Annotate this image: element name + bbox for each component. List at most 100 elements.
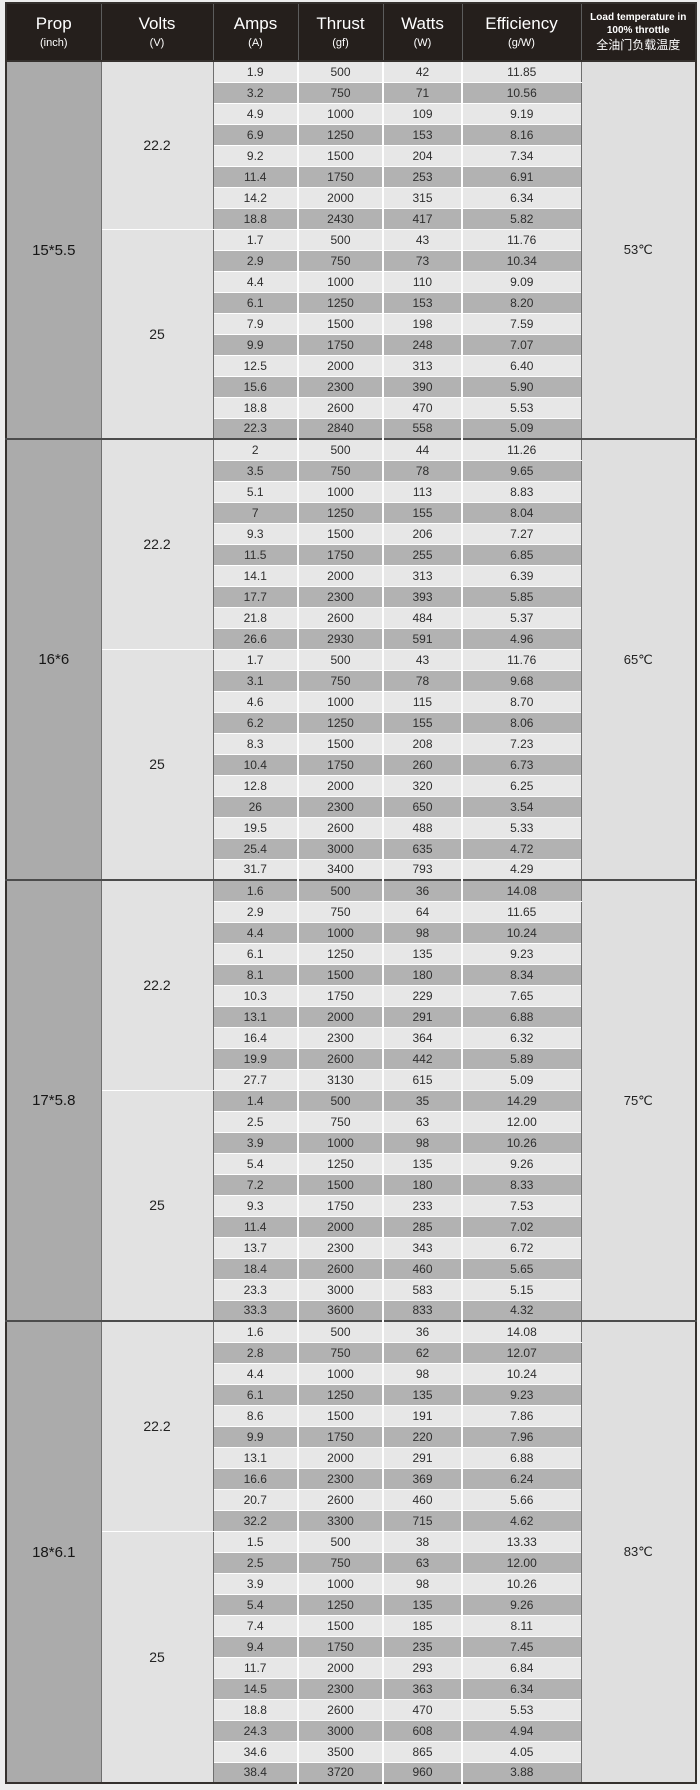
watts-cell: 135: [383, 1153, 463, 1175]
efficiency-cell: 4.62: [462, 1510, 581, 1532]
header-load-temperature-chinese: 全油门负载温度: [596, 37, 681, 52]
table-body: 15*5.5 22.2 1.9 500 42 11.85 53℃ 3.2 750 71 10.56 4…: [6, 60, 696, 1784]
efficiency-cell: 10.26: [462, 1573, 581, 1595]
efficiency-cell: 5.15: [462, 1279, 581, 1301]
header-amps: Amps (A): [213, 3, 299, 62]
amps-cell: 21.8: [213, 607, 299, 629]
efficiency-cell: 5.53: [462, 1699, 581, 1721]
header-amps-label: Amps: [233, 14, 278, 34]
thrust-cell: 750: [298, 901, 384, 923]
thrust-cell: 1750: [298, 1195, 384, 1217]
thrust-cell: 2600: [298, 817, 384, 839]
watts-cell: 64: [383, 901, 463, 923]
volts-cell: 25: [101, 1530, 214, 1784]
thrust-cell: 750: [298, 670, 384, 692]
watts-cell: 260: [383, 754, 463, 776]
efficiency-cell: 9.68: [462, 670, 581, 692]
watts-cell: 98: [383, 1363, 463, 1385]
watts-cell: 63: [383, 1111, 463, 1133]
efficiency-cell: 12.07: [462, 1342, 581, 1364]
amps-cell: 14.2: [213, 187, 299, 209]
amps-cell: 26: [213, 796, 299, 818]
amps-cell: 22.3: [213, 418, 299, 440]
amps-cell: 13.7: [213, 1237, 299, 1259]
amps-cell: 7.9: [213, 313, 299, 335]
watts-cell: 71: [383, 82, 463, 104]
thrust-cell: 3300: [298, 1510, 384, 1532]
thrust-cell: 500: [298, 1530, 384, 1553]
watts-cell: 153: [383, 124, 463, 146]
watts-cell: 155: [383, 712, 463, 734]
efficiency-cell: 7.65: [462, 985, 581, 1007]
efficiency-cell: 6.91: [462, 166, 581, 188]
thrust-cell: 3000: [298, 838, 384, 860]
efficiency-cell: 6.25: [462, 775, 581, 797]
efficiency-cell: 3.88: [462, 1762, 581, 1784]
efficiency-cell: 10.34: [462, 250, 581, 272]
watts-cell: 208: [383, 733, 463, 755]
watts-cell: 233: [383, 1195, 463, 1217]
amps-cell: 10.3: [213, 985, 299, 1007]
prop-cell: 16*6: [6, 438, 102, 881]
efficiency-cell: 7.53: [462, 1195, 581, 1217]
amps-cell: 11.7: [213, 1657, 299, 1679]
efficiency-cell: 10.24: [462, 922, 581, 944]
thrust-cell: 1250: [298, 1384, 384, 1406]
amps-cell: 26.6: [213, 628, 299, 650]
amps-cell: 6.1: [213, 943, 299, 965]
table-row: 9.4 1750 235 7.45: [6, 1636, 696, 1658]
amps-cell: 19.9: [213, 1048, 299, 1070]
thrust-cell: 2300: [298, 376, 384, 398]
amps-cell: 1.7: [213, 648, 299, 671]
watts-cell: 390: [383, 376, 463, 398]
thrust-cell: 2300: [298, 1678, 384, 1700]
efficiency-cell: 8.06: [462, 712, 581, 734]
amps-cell: 6.9: [213, 124, 299, 146]
watts-cell: 715: [383, 1510, 463, 1532]
amps-cell: 4.4: [213, 271, 299, 293]
amps-cell: 4.6: [213, 691, 299, 713]
amps-cell: 1.6: [213, 879, 299, 902]
amps-cell: 4.4: [213, 922, 299, 944]
header-prop-label: Prop: [35, 14, 72, 34]
header-volts-unit: (V): [149, 37, 165, 50]
amps-cell: 11.4: [213, 166, 299, 188]
efficiency-cell: 6.40: [462, 355, 581, 377]
watts-cell: 62: [383, 1342, 463, 1364]
efficiency-cell: 8.20: [462, 292, 581, 314]
thrust-cell: 1750: [298, 166, 384, 188]
thrust-cell: 1500: [298, 964, 384, 986]
thrust-cell: 3400: [298, 859, 384, 881]
efficiency-cell: 12.00: [462, 1111, 581, 1133]
efficiency-cell: 13.33: [462, 1530, 581, 1553]
amps-cell: 1.9: [213, 60, 299, 83]
efficiency-cell: 9.65: [462, 460, 581, 482]
efficiency-cell: 9.23: [462, 1384, 581, 1406]
efficiency-cell: 5.09: [462, 418, 581, 440]
amps-cell: 2: [213, 438, 299, 461]
amps-cell: 9.9: [213, 334, 299, 356]
efficiency-cell: 6.85: [462, 544, 581, 566]
watts-cell: 42: [383, 60, 463, 83]
thrust-cell: 750: [298, 1552, 384, 1574]
thrust-cell: 2000: [298, 187, 384, 209]
thrust-cell: 2300: [298, 1027, 384, 1049]
efficiency-cell: 7.23: [462, 733, 581, 755]
thrust-cell: 500: [298, 1089, 384, 1112]
thrust-cell: 750: [298, 1111, 384, 1133]
thrust-cell: 2000: [298, 1006, 384, 1028]
amps-cell: 7.2: [213, 1174, 299, 1196]
thrust-cell: 1000: [298, 481, 384, 503]
efficiency-cell: 9.26: [462, 1594, 581, 1616]
thrust-cell: 2430: [298, 208, 384, 230]
thrust-cell: 2000: [298, 1216, 384, 1238]
watts-cell: 135: [383, 1384, 463, 1406]
thrust-cell: 1500: [298, 733, 384, 755]
thrust-cell: 1000: [298, 1132, 384, 1154]
watts-cell: 98: [383, 1132, 463, 1154]
efficiency-cell: 11.65: [462, 901, 581, 923]
header-efficiency-label: Efficiency: [485, 14, 558, 34]
watts-cell: 180: [383, 1174, 463, 1196]
efficiency-cell: 6.32: [462, 1027, 581, 1049]
thrust-cell: 1250: [298, 1594, 384, 1616]
